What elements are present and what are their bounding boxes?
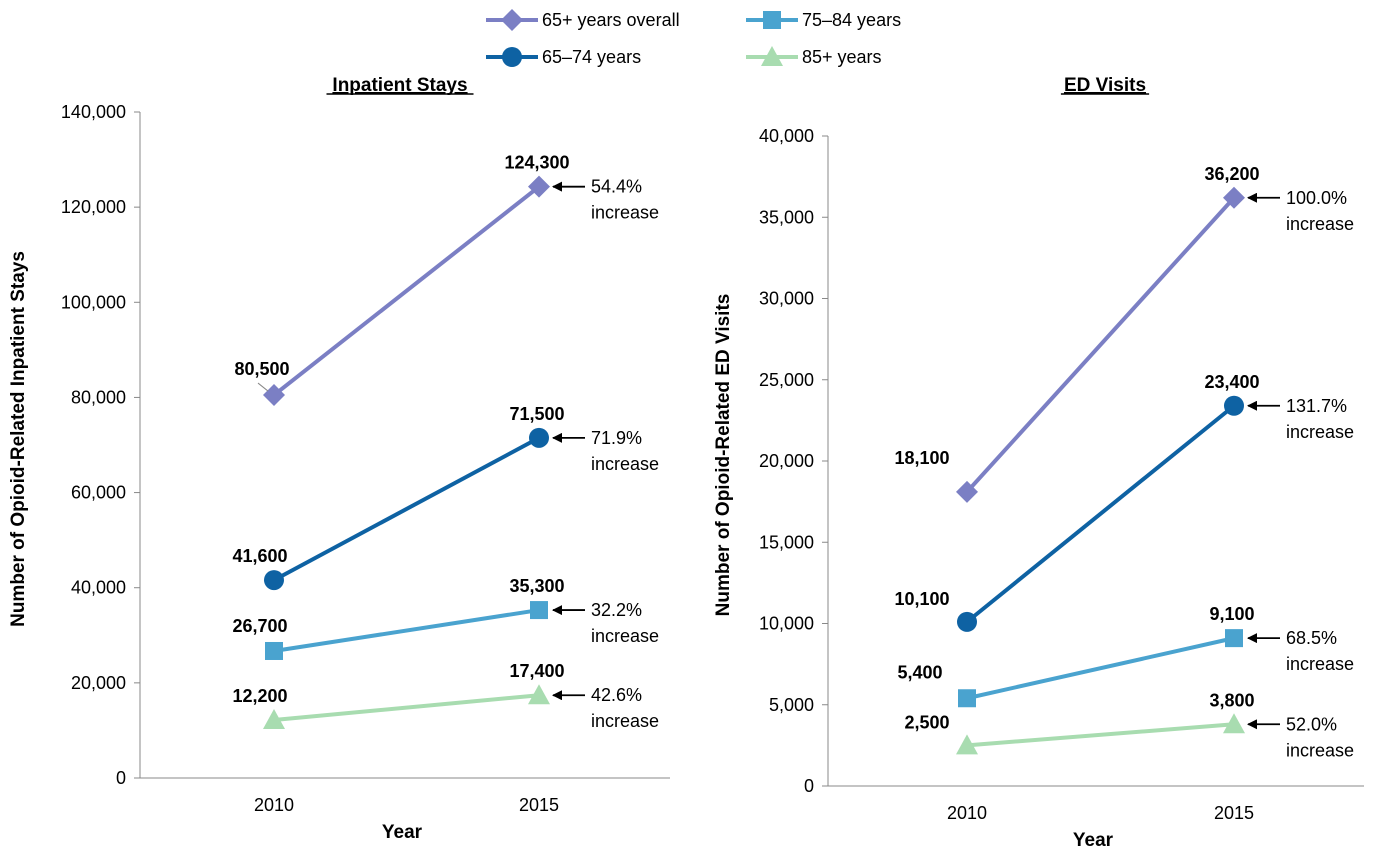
panel-title: ED Visits bbox=[1064, 75, 1146, 96]
data-label: 23,400 bbox=[1204, 372, 1259, 392]
y-tick-label: 20,000 bbox=[759, 451, 814, 471]
y-tick-label: 60,000 bbox=[71, 483, 126, 503]
annotation-increase: increase bbox=[591, 711, 659, 731]
x-tick-label: 2010 bbox=[947, 803, 987, 823]
data-label: 3,800 bbox=[1209, 690, 1254, 710]
annotation-increase: increase bbox=[591, 203, 659, 223]
annotation-percent: 100.0% bbox=[1286, 188, 1347, 208]
data-label: 2,500 bbox=[904, 712, 949, 732]
data-point bbox=[956, 734, 978, 755]
y-tick-label: 20,000 bbox=[71, 673, 126, 693]
data-point bbox=[265, 641, 283, 660]
series-line bbox=[965, 404, 1236, 624]
y-tick-label: 40,000 bbox=[759, 126, 814, 146]
data-point bbox=[529, 427, 549, 448]
data-point bbox=[263, 708, 285, 729]
data-point bbox=[528, 684, 550, 705]
y-tick-label: 5,000 bbox=[769, 695, 814, 715]
data-label: 80,500 bbox=[234, 359, 289, 379]
panel-title: Inpatient Stays bbox=[332, 75, 467, 96]
legend-label: 65+ years overall bbox=[542, 10, 680, 30]
legend-item: 75–84 years bbox=[746, 10, 901, 30]
data-point bbox=[957, 611, 977, 632]
annotation-percent: 54.4% bbox=[591, 177, 642, 197]
y-tick-label: 25,000 bbox=[759, 370, 814, 390]
data-label: 9,100 bbox=[1209, 604, 1254, 624]
data-label: 10,100 bbox=[894, 589, 949, 609]
data-point bbox=[1224, 395, 1244, 416]
legend-marker bbox=[761, 46, 783, 66]
y-tick-label: 10,000 bbox=[759, 614, 814, 634]
y-tick-label: 15,000 bbox=[759, 532, 814, 552]
y-tick-label: 140,000 bbox=[61, 102, 126, 122]
data-label: 26,700 bbox=[232, 616, 287, 636]
data-point bbox=[530, 601, 548, 620]
series-line bbox=[273, 436, 540, 582]
y-tick-label: 120,000 bbox=[61, 197, 126, 217]
data-point bbox=[528, 175, 550, 198]
y-tick-label: 30,000 bbox=[759, 289, 814, 309]
x-tick-label: 2010 bbox=[254, 795, 294, 815]
data-label: 5,400 bbox=[897, 662, 942, 682]
annotation-percent: 68.5% bbox=[1286, 628, 1337, 648]
data-label: 18,100 bbox=[894, 448, 949, 468]
data-point bbox=[958, 689, 976, 708]
annotation-percent: 42.6% bbox=[591, 685, 642, 705]
x-axis-title: Year bbox=[1073, 830, 1114, 846]
data-label: 36,200 bbox=[1204, 164, 1259, 184]
annotation-increase: increase bbox=[1286, 214, 1354, 234]
data-point bbox=[956, 480, 978, 503]
x-tick-label: 2015 bbox=[1214, 803, 1254, 823]
leader-line bbox=[257, 382, 269, 392]
data-point bbox=[263, 384, 285, 407]
x-tick-label: 2015 bbox=[519, 795, 559, 815]
annotation-increase: increase bbox=[1286, 740, 1354, 760]
series-line bbox=[272, 185, 541, 397]
data-point bbox=[1223, 186, 1245, 209]
legend-item: 85+ years bbox=[746, 46, 882, 67]
y-tick-label: 35,000 bbox=[759, 207, 814, 227]
legend-label: 75–84 years bbox=[802, 10, 901, 30]
legend-marker bbox=[763, 11, 781, 29]
x-axis-title: Year bbox=[382, 822, 423, 843]
annotation-increase: increase bbox=[591, 454, 659, 474]
data-label: 12,200 bbox=[232, 686, 287, 706]
legend-label: 85+ years bbox=[802, 47, 882, 67]
y-axis-title: Number of Opioid-Related Inpatient Stays bbox=[8, 251, 29, 627]
legend-marker bbox=[501, 9, 523, 31]
data-label: 35,300 bbox=[509, 576, 564, 596]
legend-item: 65–74 years bbox=[486, 47, 641, 67]
y-axis-title: Number of Opioid-Related ED Visits bbox=[713, 294, 734, 617]
y-tick-label: 0 bbox=[804, 776, 814, 796]
data-label: 71,500 bbox=[509, 404, 564, 424]
legend-marker bbox=[502, 47, 522, 67]
y-tick-label: 80,000 bbox=[71, 387, 126, 407]
data-point bbox=[1223, 713, 1245, 734]
data-point bbox=[264, 570, 284, 591]
series-line bbox=[966, 636, 1235, 701]
annotation-increase: increase bbox=[1286, 654, 1354, 674]
legend-label: 65–74 years bbox=[542, 47, 641, 67]
series-line bbox=[966, 722, 1235, 748]
y-tick-label: 40,000 bbox=[71, 578, 126, 598]
annotation-increase: increase bbox=[591, 626, 659, 646]
data-label: 124,300 bbox=[504, 153, 569, 173]
y-tick-label: 100,000 bbox=[61, 292, 126, 312]
y-tick-label: 0 bbox=[116, 768, 126, 788]
annotation-percent: 32.2% bbox=[591, 600, 642, 620]
data-point bbox=[1225, 629, 1243, 648]
annotation-percent: 52.0% bbox=[1286, 714, 1337, 734]
data-label: 17,400 bbox=[509, 661, 564, 681]
legend-item: 65+ years overall bbox=[486, 9, 680, 31]
annotation-percent: 131.7% bbox=[1286, 396, 1347, 416]
annotation-increase: increase bbox=[1286, 422, 1354, 442]
series-line bbox=[273, 608, 540, 653]
series-line bbox=[965, 196, 1236, 494]
annotation-percent: 71.9% bbox=[591, 428, 642, 448]
data-label: 41,600 bbox=[232, 546, 287, 566]
series-line bbox=[273, 693, 540, 722]
